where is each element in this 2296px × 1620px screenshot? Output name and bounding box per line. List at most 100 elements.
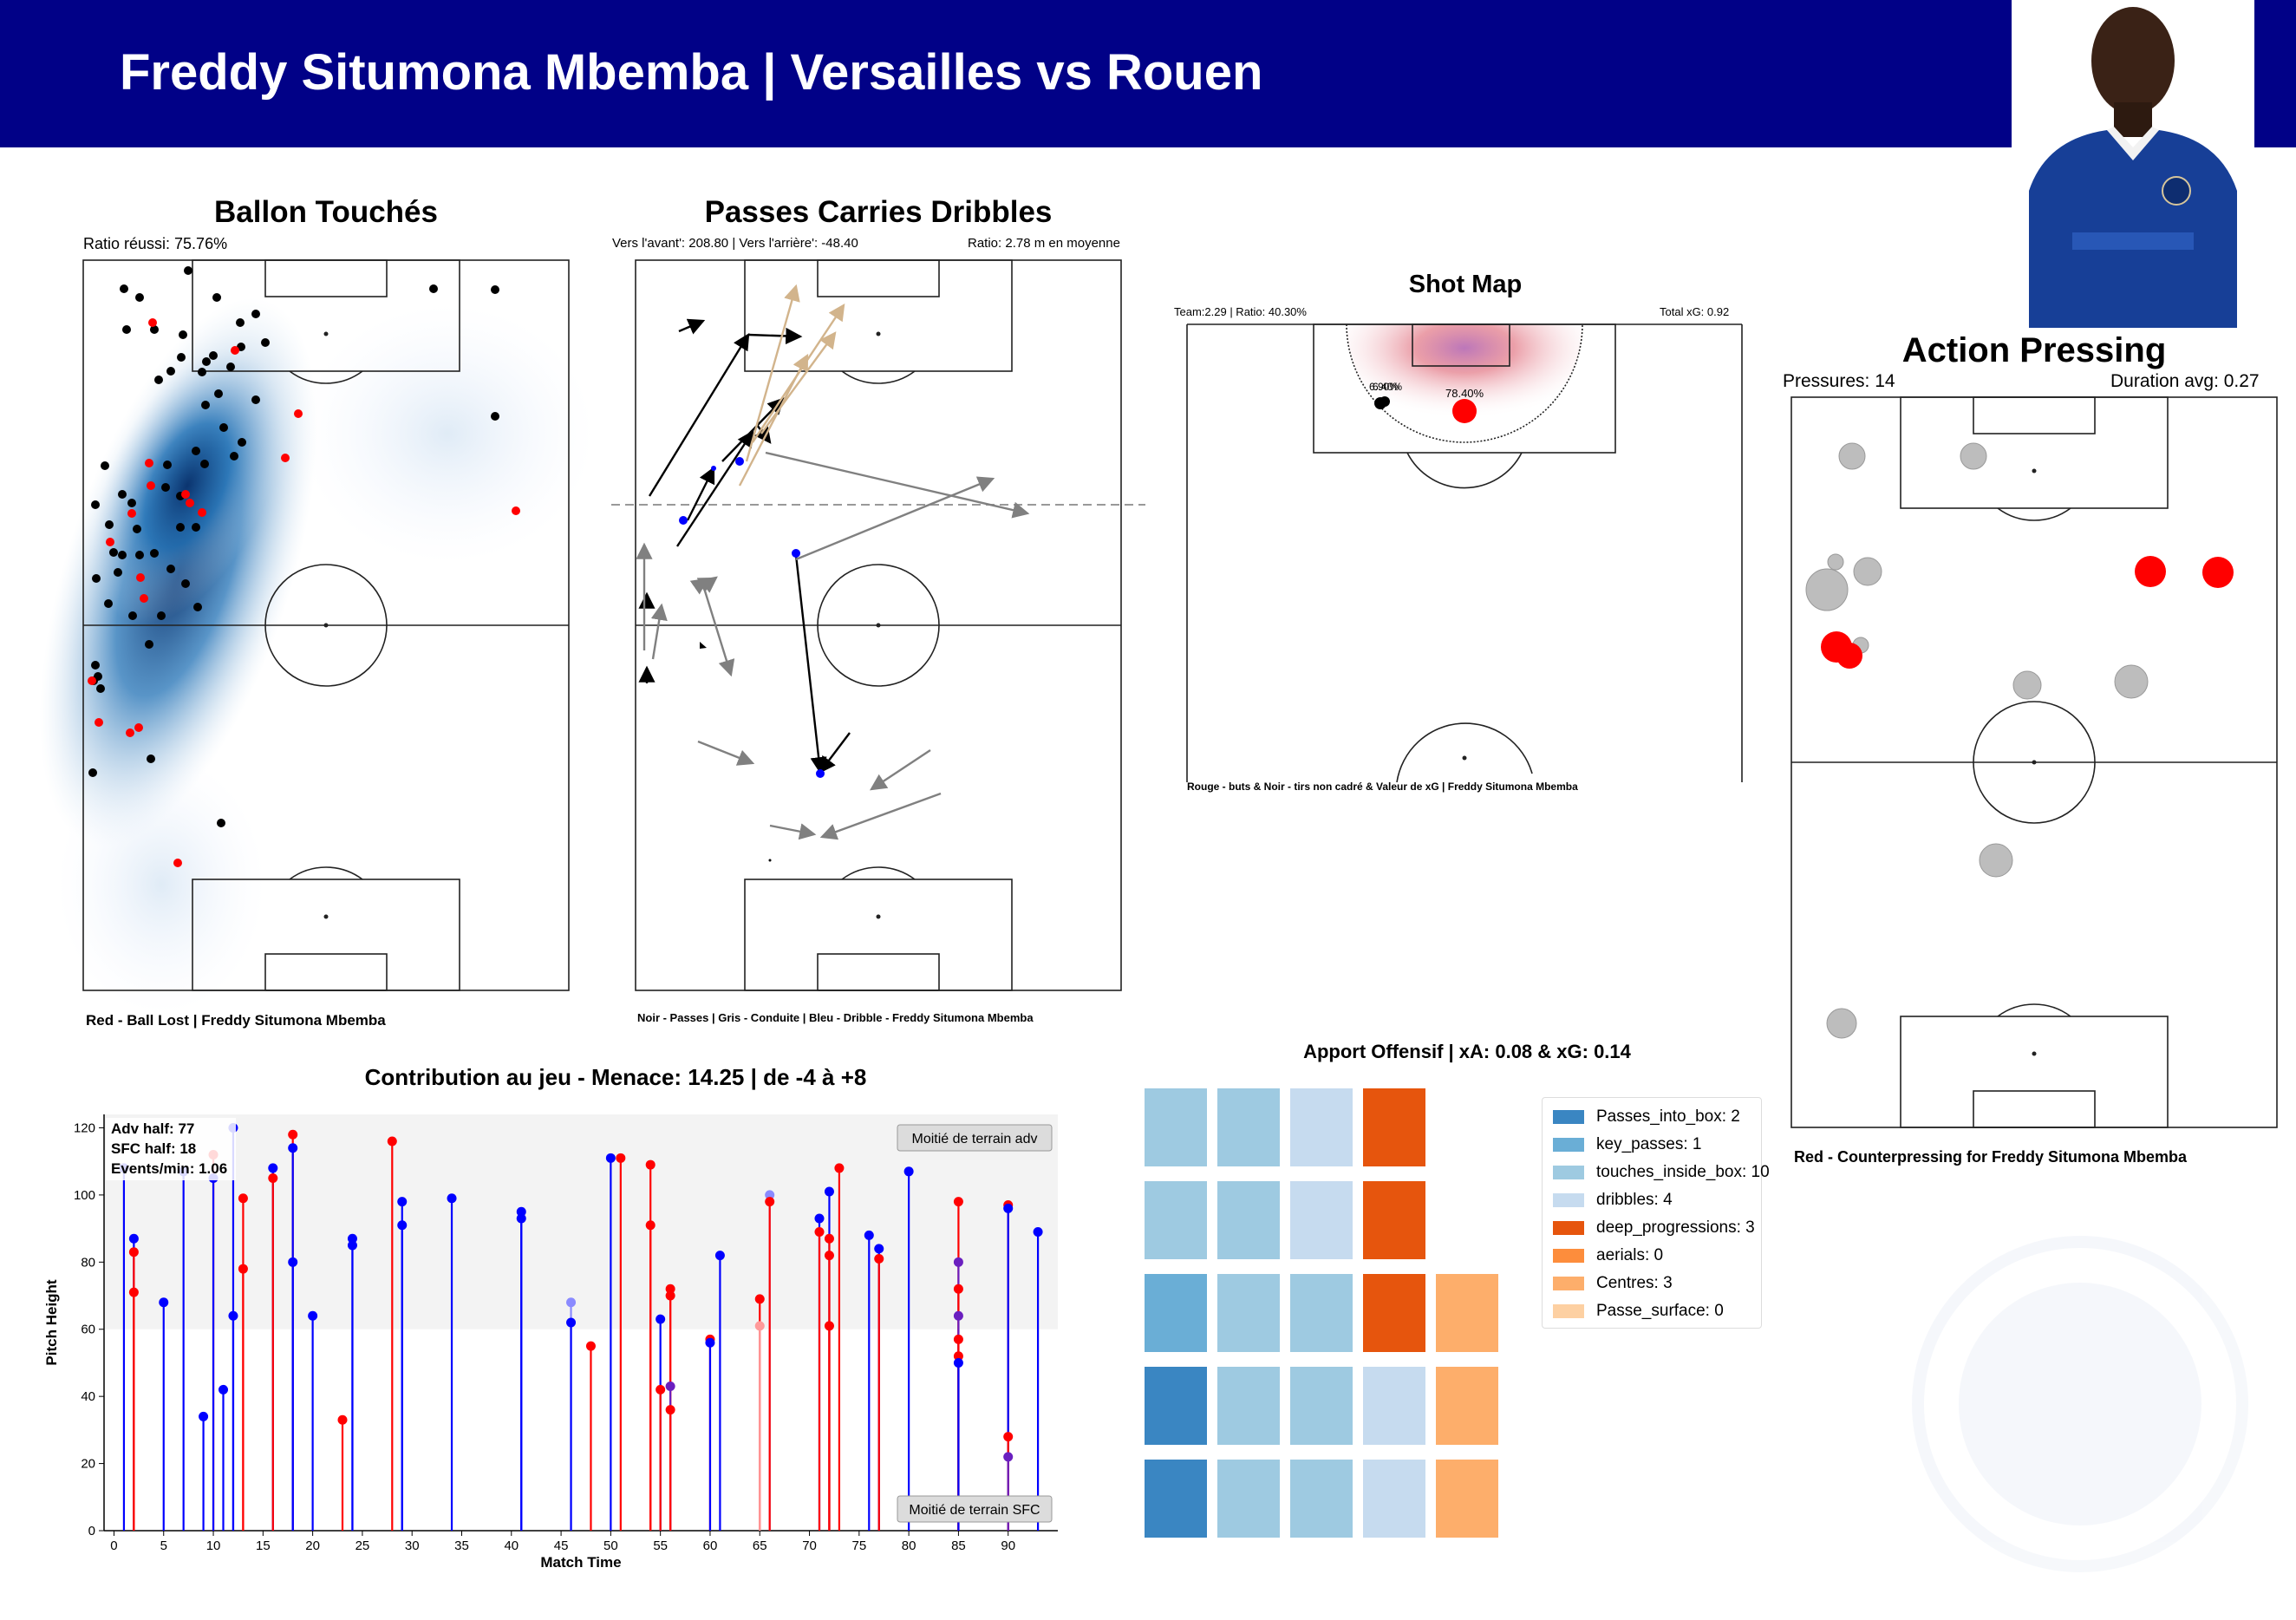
touch-point: [118, 490, 127, 499]
x-tick-label: 30: [405, 1538, 420, 1553]
contribution-point: [128, 1287, 139, 1297]
x-axis-label: Match Time: [540, 1554, 621, 1571]
touch-point: [429, 284, 438, 293]
touch-lost-point: [134, 723, 143, 732]
contribution-point: [238, 1264, 248, 1274]
x-tick-label: 20: [305, 1538, 320, 1553]
touch-point: [127, 499, 136, 507]
x-tick-label: 25: [355, 1538, 370, 1553]
touch-point: [101, 461, 109, 470]
contribution-point: [714, 1251, 725, 1261]
touch-point: [135, 551, 144, 559]
shot-label-3: 78.40%: [1445, 387, 1484, 400]
touch-point: [161, 483, 170, 492]
legend-item: deep_progressions: 3: [1553, 1218, 1755, 1238]
contribution-point: [824, 1321, 834, 1331]
x-tick-label: 65: [753, 1538, 767, 1553]
y-axis-label: Pitch Height: [43, 1279, 60, 1366]
contribution-point: [447, 1193, 457, 1204]
x-tick-label: 10: [206, 1538, 221, 1553]
touch-point: [135, 293, 144, 302]
contribution-point: [347, 1240, 357, 1251]
waffle-cell: [1145, 1367, 1207, 1445]
touch-lost-point: [126, 728, 134, 737]
x-tick-label: 90: [1001, 1538, 1015, 1553]
contribution-point: [754, 1321, 765, 1331]
contribution-point: [268, 1173, 278, 1184]
touch-point: [118, 551, 127, 559]
contribution-point: [616, 1153, 626, 1163]
waffle-cell: [1436, 1460, 1498, 1538]
passes-title: Passes Carries Dribbles: [704, 195, 1053, 229]
legend-swatch: [1553, 1249, 1584, 1263]
y-tick-label: 40: [81, 1389, 95, 1404]
waffle-cell: [1145, 1088, 1207, 1166]
svg-text:Moitié de terrain SFC: Moitié de terrain SFC: [909, 1503, 1040, 1518]
touch-point: [145, 640, 153, 649]
touch-point: [128, 611, 137, 620]
contribution-point: [824, 1233, 834, 1244]
contribution-point: [1033, 1226, 1043, 1237]
passes-forward-back: Vers l'avant': 208.80 | Vers l'arrière':…: [612, 236, 858, 251]
touch-point: [92, 574, 101, 583]
passes-caption: Noir - Passes | Gris - Conduite | Bleu -…: [637, 1011, 1034, 1024]
touch-point: [154, 376, 163, 384]
touch-point: [251, 395, 260, 404]
touch-lost-point: [231, 346, 239, 355]
contribution-point: [874, 1253, 884, 1264]
touch-lost-point: [198, 508, 206, 517]
touch-point: [261, 338, 270, 347]
contribution-point: [665, 1290, 675, 1301]
player-photo: [2012, 0, 2254, 328]
touch-lost-point: [181, 490, 190, 499]
waffle-cell: [1145, 1460, 1207, 1538]
x-tick-label: 55: [653, 1538, 668, 1553]
touch-point: [166, 565, 175, 573]
x-tick-label: 75: [851, 1538, 866, 1553]
legend-item: touches_inside_box: 10: [1553, 1162, 1770, 1183]
touch-point: [491, 412, 499, 421]
contribution-point: [585, 1341, 596, 1351]
touch-lost-point: [95, 718, 103, 727]
touch-lost-point: [140, 594, 148, 603]
contribution-point: [397, 1220, 408, 1231]
sfc-zone-label: Moitié de terrain SFC: [897, 1495, 1053, 1523]
contribution-point: [953, 1357, 963, 1368]
touch-point: [212, 293, 221, 302]
legend-label: Passes_into_box: 2: [1596, 1107, 1740, 1126]
waffle-cell: [1290, 1088, 1353, 1166]
x-tick-label: 50: [603, 1538, 618, 1553]
touch-point: [96, 684, 105, 693]
contribution-point: [288, 1143, 298, 1153]
contribution-point: [1003, 1203, 1014, 1213]
touches-pitch: [39, 259, 595, 1015]
contribution-point: [516, 1213, 526, 1224]
x-tick-label: 5: [160, 1538, 167, 1553]
legend-swatch: [1553, 1277, 1584, 1290]
contribution-point: [228, 1310, 238, 1321]
touch-point: [192, 523, 200, 532]
x-tick-label: 0: [110, 1538, 117, 1553]
touch-point: [147, 754, 155, 763]
contribution-point: [347, 1233, 357, 1244]
touch-point: [176, 523, 185, 532]
waffle-cell: [1145, 1181, 1207, 1259]
legend-swatch: [1553, 1304, 1584, 1318]
touch-point: [214, 389, 223, 398]
stat-line: Events/min: 1.06: [111, 1160, 227, 1177]
shot-label-2: 6.40%: [1373, 381, 1402, 393]
touch-point: [177, 353, 186, 362]
contribution-title: Contribution au jeu - Menace: 14.25 | de…: [364, 1064, 867, 1090]
waffle-cell: [1290, 1460, 1353, 1538]
x-tick-label: 45: [554, 1538, 569, 1553]
waffle-cell: [1145, 1274, 1207, 1352]
contribution-point: [605, 1153, 616, 1163]
touch-point: [181, 579, 190, 588]
touch-point: [219, 423, 228, 432]
contribution-point: [516, 1206, 526, 1217]
contribution-point: [765, 1197, 775, 1207]
touch-lost-point: [106, 538, 114, 546]
waffle-cell: [1436, 1367, 1498, 1445]
waffle-cell: [1363, 1181, 1425, 1259]
contribution-point: [834, 1163, 845, 1173]
